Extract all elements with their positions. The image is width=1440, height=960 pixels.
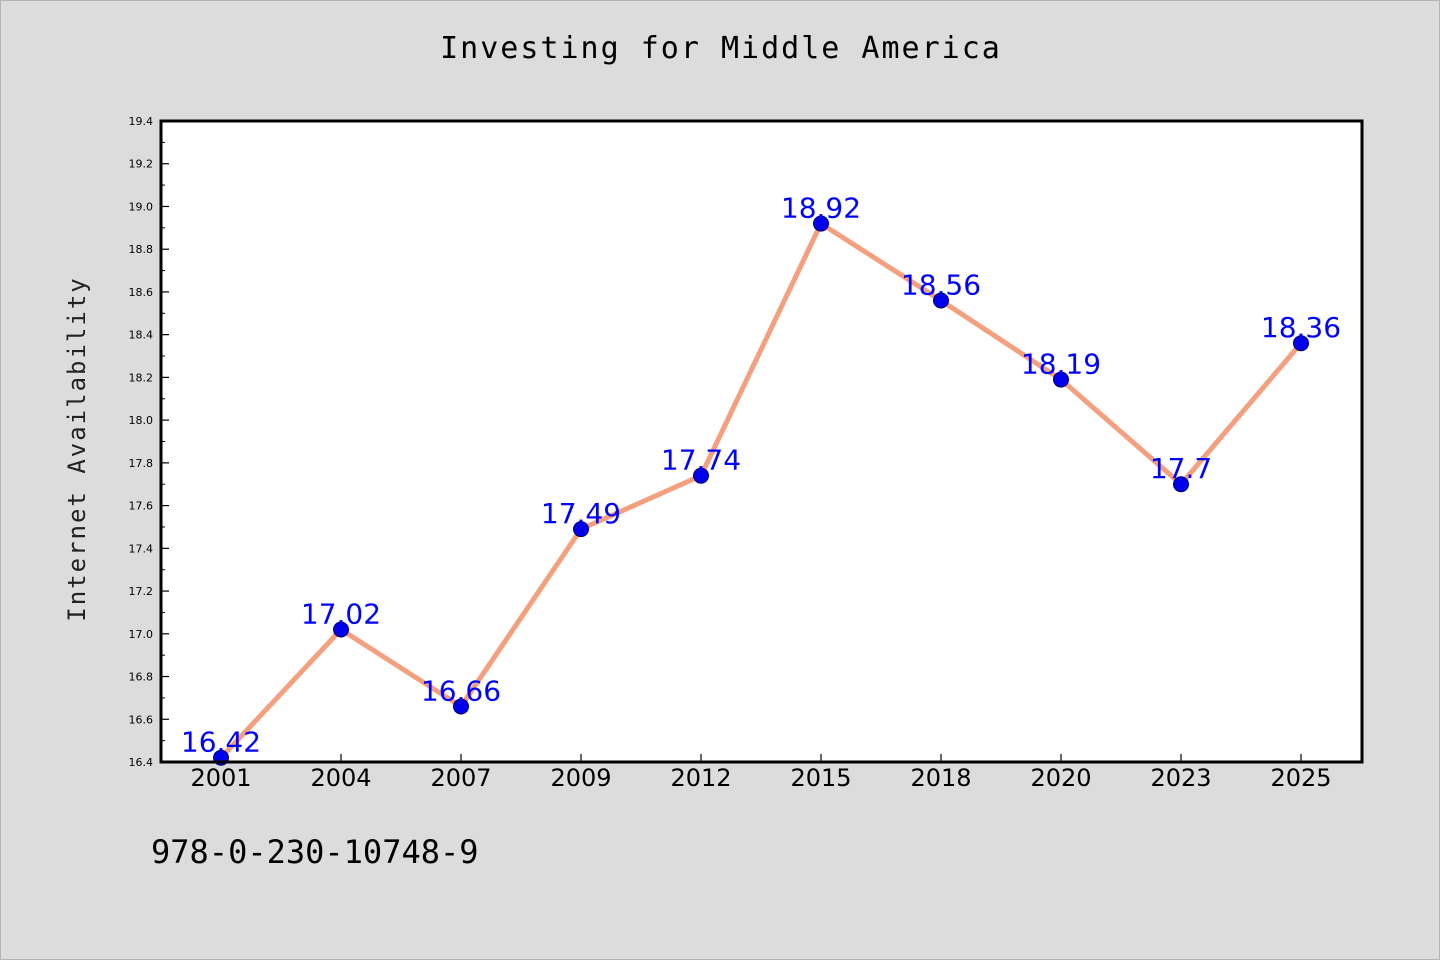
x-tick-label: 2018 <box>910 764 971 792</box>
y-tick-label: 18.0 <box>129 414 154 427</box>
y-tick-label: 18.2 <box>129 371 154 384</box>
y-tick-label: 17.4 <box>129 542 154 555</box>
y-tick-label: 17.0 <box>129 628 154 641</box>
data-point <box>333 621 349 638</box>
y-tick-label: 17.2 <box>129 585 154 598</box>
x-tick-label: 2001 <box>190 764 251 792</box>
x-tick-label: 2012 <box>670 764 731 792</box>
data-label: 18.92 <box>781 192 861 225</box>
y-axis-label: Internet Availability <box>63 276 91 622</box>
data-point <box>1173 476 1189 493</box>
data-label: 17.49 <box>541 497 621 530</box>
series-layer: 16.42 17.02 16.66 17.49 17.74 18.92 18.56 18.19… <box>181 192 1341 766</box>
x-tick-label: 2009 <box>550 764 611 792</box>
y-tick-label: 19.4 <box>129 115 154 128</box>
y-tick-label: 18.8 <box>129 243 154 256</box>
data-label: 16.42 <box>181 726 261 759</box>
x-tick-label: 2007 <box>430 764 491 792</box>
data-point <box>1053 371 1069 388</box>
x-axis-ticks: 2001 2004 2007 2009 2012 2015 2018 2020 2023 2025 <box>190 754 1332 792</box>
y-tick-label: 19.0 <box>129 200 154 213</box>
y-axis-ticks: 16.4 16.6 16.8 17.0 17.2 17.4 17.6 17.8 18.0 18.2… <box>129 115 169 769</box>
data-point <box>1293 335 1309 352</box>
data-label: 17.7 <box>1150 452 1212 485</box>
data-point <box>933 292 949 309</box>
plot-area <box>161 121 1362 762</box>
chart-title: Investing for Middle America <box>440 31 1002 66</box>
data-point <box>453 698 469 715</box>
y-tick-label: 18.6 <box>129 286 154 299</box>
data-label: 17.74 <box>661 444 741 477</box>
isbn-text: 978-0-230-10748-9 <box>151 833 479 871</box>
x-tick-label: 2015 <box>790 764 851 792</box>
plot-frame <box>159 119 1364 764</box>
y-tick-label: 17.6 <box>129 500 154 513</box>
y-tick-label: 17.8 <box>129 457 154 470</box>
y-tick-label: 19.2 <box>129 158 154 171</box>
data-point <box>693 467 709 484</box>
data-label: 18.19 <box>1021 348 1101 381</box>
data-point <box>573 521 589 538</box>
data-label: 16.66 <box>421 674 501 707</box>
data-label: 18.56 <box>901 268 981 301</box>
data-point <box>813 215 829 232</box>
data-label: 18.36 <box>1261 311 1341 344</box>
series-line <box>218 221 1304 761</box>
x-tick-label: 2004 <box>310 764 371 792</box>
y-tick-label: 18.4 <box>129 329 154 342</box>
data-label: 17.02 <box>301 598 381 631</box>
y-tick-label: 16.6 <box>129 713 154 726</box>
x-tick-label: 2020 <box>1030 764 1091 792</box>
y-tick-label: 16.4 <box>129 756 154 769</box>
x-tick-label: 2025 <box>1270 764 1331 792</box>
x-tick-label: 2023 <box>1150 764 1211 792</box>
y-tick-label: 16.8 <box>129 671 154 684</box>
